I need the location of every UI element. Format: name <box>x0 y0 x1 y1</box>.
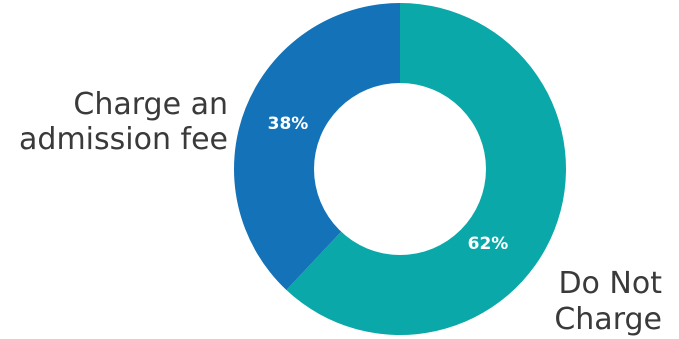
series-label-charge-admission-line1: Charge an <box>73 87 228 122</box>
series-label-do-not-charge-line1: Do Not <box>558 266 662 301</box>
data-label-charge-admission: 38% <box>268 114 309 134</box>
series-label-do-not-charge-line2: Charge <box>554 302 662 337</box>
donut-hole <box>314 83 486 255</box>
series-label-charge-admission-line2: admission fee <box>19 122 228 157</box>
data-label-do-not-charge: 62% <box>468 234 509 254</box>
